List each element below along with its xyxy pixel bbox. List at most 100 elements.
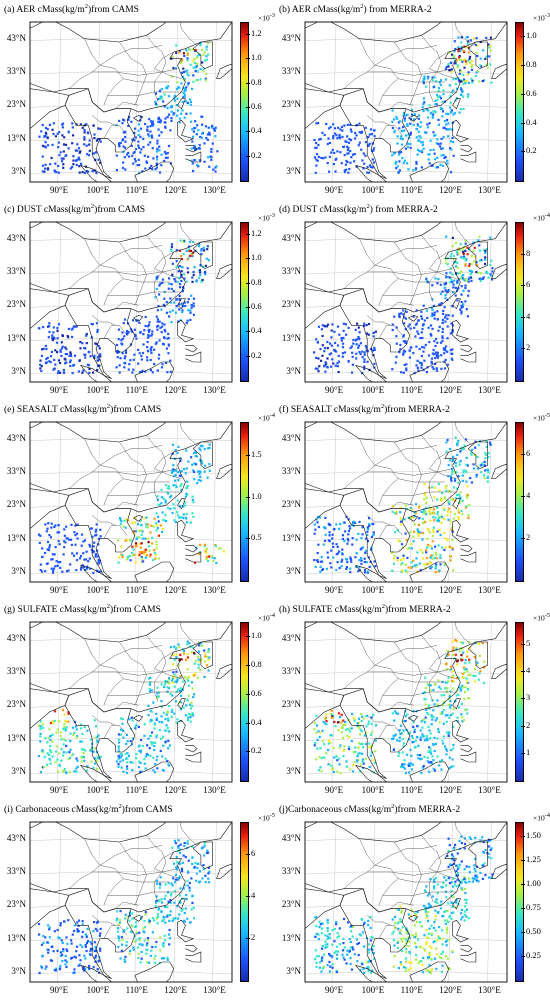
- data-cell: [118, 119, 121, 122]
- data-cell: [446, 539, 449, 542]
- data-cell: [393, 512, 397, 515]
- data-cell: [315, 965, 318, 968]
- data-cell: [38, 541, 41, 545]
- data-cell: [447, 135, 450, 138]
- data-cell: [428, 761, 431, 764]
- data-cell: [170, 110, 173, 113]
- latitude-label: 23°N: [6, 899, 26, 910]
- data-cell: [455, 639, 458, 643]
- data-cell: [96, 740, 99, 743]
- data-cell: [328, 960, 331, 964]
- data-cell: [117, 733, 121, 736]
- latitude-label: 13°N: [281, 532, 301, 543]
- data-cell: [426, 537, 429, 540]
- data-cell: [63, 540, 66, 543]
- data-cell: [396, 165, 399, 168]
- data-cell: [128, 115, 131, 119]
- meridian-line: [134, 222, 140, 382]
- data-cell: [419, 337, 422, 340]
- data-cell: [408, 717, 411, 720]
- data-cell: [425, 496, 428, 499]
- data-cell: [172, 918, 175, 921]
- data-cell: [366, 539, 370, 543]
- data-cell: [368, 746, 371, 749]
- data-cell: [465, 308, 468, 311]
- data-cell: [472, 674, 475, 677]
- data-cell: [402, 745, 405, 748]
- data-cell: [182, 919, 186, 922]
- data-cell: [140, 556, 143, 559]
- data-cell: [156, 498, 160, 501]
- country-outline: [177, 719, 195, 743]
- data-cell: [404, 772, 407, 775]
- data-cell: [51, 571, 55, 574]
- data-cell: [406, 547, 409, 550]
- data-cell: [62, 948, 65, 951]
- data-cell: [135, 530, 138, 533]
- data-cell: [169, 496, 172, 499]
- data-cell: [48, 544, 51, 547]
- data-cell: [178, 303, 181, 306]
- data-cell: [346, 728, 349, 731]
- colorbar-tick-label: 4: [526, 489, 531, 500]
- data-cell: [53, 710, 57, 713]
- data-cell: [407, 738, 411, 741]
- data-cell: [193, 61, 197, 64]
- data-cell: [175, 485, 178, 489]
- data-cell: [139, 771, 142, 774]
- data-cell: [489, 49, 492, 52]
- data-cell: [367, 171, 371, 174]
- data-cell: [316, 159, 319, 162]
- colorbar-exponent: ×10-3: [258, 212, 275, 223]
- data-cell: [412, 352, 415, 355]
- data-cell: [399, 120, 402, 123]
- data-cell: [346, 152, 349, 155]
- data-cell: [62, 157, 65, 160]
- data-cell: [185, 112, 188, 115]
- parallel-line: [305, 371, 507, 375]
- data-cell: [449, 267, 452, 270]
- data-cell: [437, 544, 440, 547]
- data-cell: [87, 132, 90, 135]
- data-cell: [43, 755, 46, 759]
- data-cell: [371, 731, 374, 734]
- data-cell: [168, 937, 171, 940]
- data-cell: [163, 685, 166, 689]
- data-cell: [398, 151, 401, 154]
- data-cell: [173, 278, 176, 281]
- data-cell: [428, 531, 431, 534]
- data-cell: [444, 345, 448, 348]
- data-cell: [185, 486, 188, 490]
- data-cell: [176, 281, 180, 284]
- data-cell: [195, 56, 199, 59]
- colorbar-tick: [246, 538, 250, 540]
- data-cell: [72, 159, 75, 162]
- data-cell: [193, 470, 196, 474]
- parallel-line: [305, 937, 507, 941]
- data-cell: [349, 139, 353, 142]
- data-cell: [72, 733, 75, 737]
- data-cell: [65, 726, 68, 729]
- data-cell: [345, 168, 348, 171]
- province-outline: [179, 222, 198, 246]
- data-cell: [394, 922, 397, 925]
- data-cell: [347, 529, 350, 533]
- data-cell: [194, 455, 197, 458]
- data-cell: [315, 338, 318, 341]
- latitude-label: 43°N: [6, 632, 26, 643]
- data-cell: [440, 498, 443, 501]
- data-cell: [59, 151, 62, 154]
- data-cell: [439, 556, 442, 559]
- data-cell: [128, 554, 131, 558]
- data-cell: [464, 659, 467, 662]
- data-cell: [190, 456, 193, 459]
- data-cell: [121, 554, 124, 557]
- data-cell: [185, 513, 188, 516]
- data-cell: [447, 112, 450, 116]
- colorbar-tick: [521, 643, 525, 645]
- data-cell: [148, 683, 152, 686]
- data-cell: [117, 945, 120, 948]
- data-cell: [119, 957, 122, 960]
- data-cell: [343, 946, 346, 949]
- data-cell: [167, 763, 170, 766]
